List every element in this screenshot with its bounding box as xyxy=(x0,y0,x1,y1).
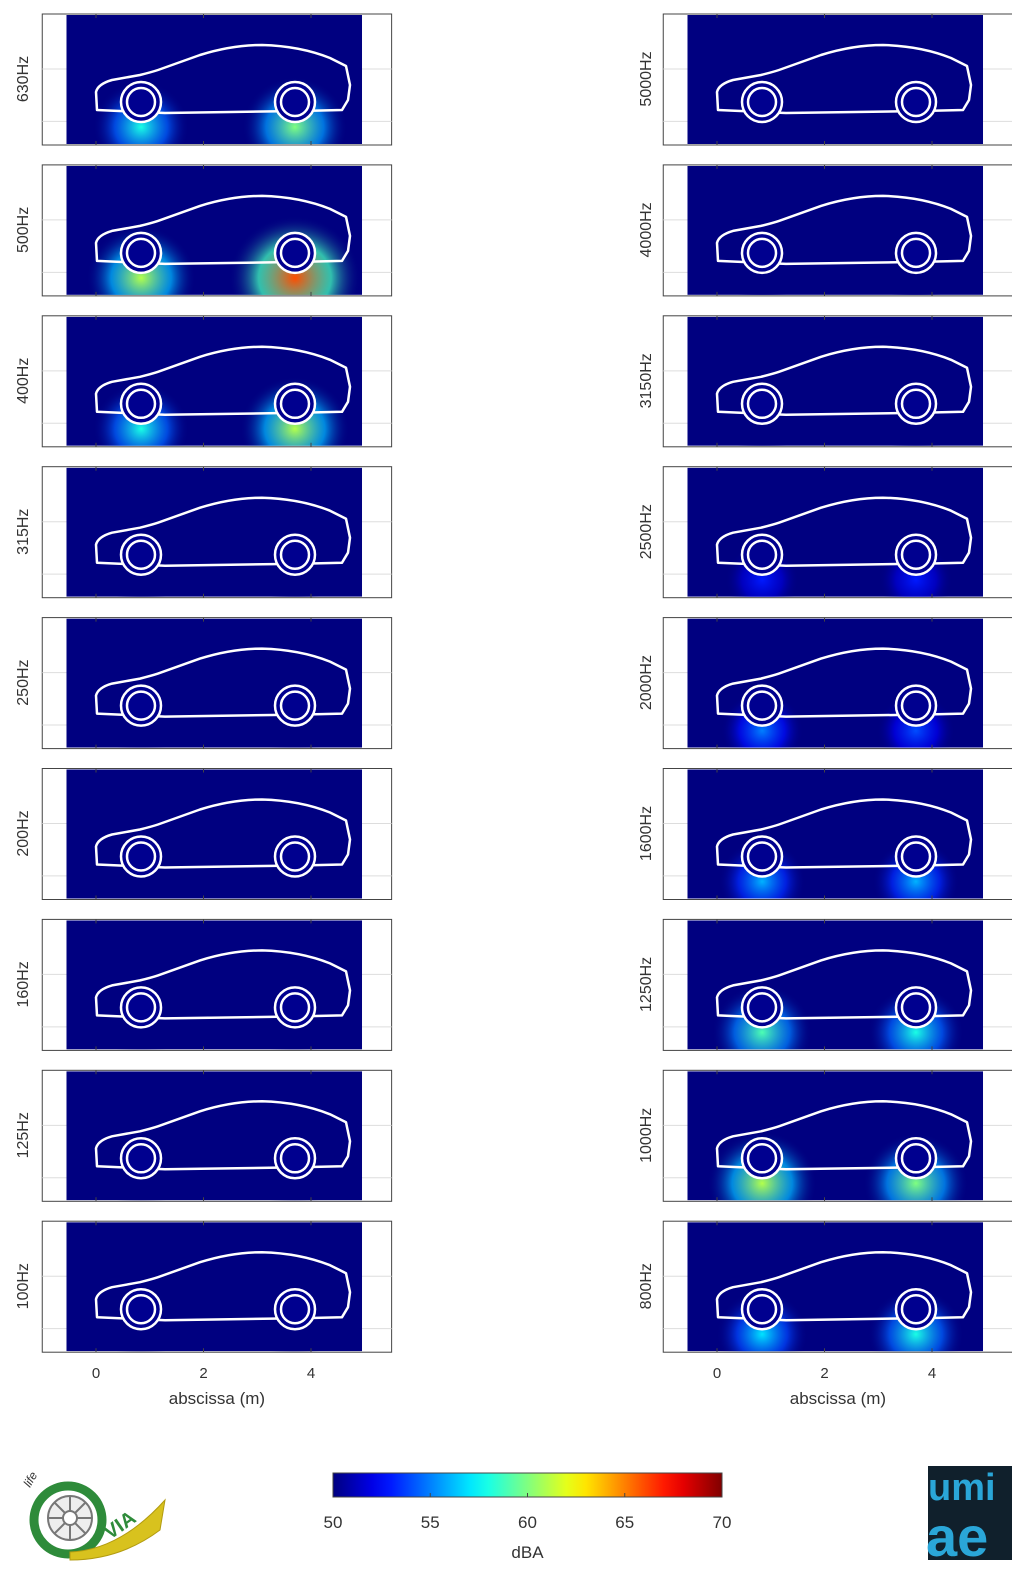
y-axis-label: 500Hz xyxy=(15,207,32,253)
x-tick-label: 2 xyxy=(820,1365,828,1382)
panel: 3150Hz xyxy=(638,315,1012,448)
y-axis-label: 1000Hz xyxy=(638,1108,655,1163)
panel: 5000Hz xyxy=(638,13,1012,146)
panel: 315Hz xyxy=(15,466,393,599)
y-axis-label: 2500Hz xyxy=(638,504,655,559)
x-tick-label: 4 xyxy=(928,1365,936,1382)
y-axis-label: 160Hz xyxy=(15,961,32,1007)
panel: 125Hz xyxy=(15,1069,393,1202)
y-axis-label: 630Hz xyxy=(15,56,32,102)
x-axis-label: abscissa (m) xyxy=(169,1389,265,1408)
y-axis-label: 1600Hz xyxy=(638,806,655,861)
panel: 0 2 4 800Hz abscissa (m) xyxy=(638,1220,1012,1408)
y-axis-label: 3150Hz xyxy=(638,353,655,408)
panel: 200Hz xyxy=(15,768,393,900)
panel: 1250Hz xyxy=(638,918,1012,1051)
heatmap xyxy=(66,316,363,446)
y-axis-label: 800Hz xyxy=(638,1263,655,1309)
heatmap xyxy=(66,769,363,899)
logo-text: ae xyxy=(926,1505,988,1565)
heatmap xyxy=(66,618,363,748)
y-axis-label: 125Hz xyxy=(15,1112,32,1158)
heatmap xyxy=(66,1222,363,1352)
y-axis-label: 1250Hz xyxy=(638,957,655,1012)
x-tick-label: 0 xyxy=(92,1365,100,1382)
y-axis-label: 315Hz xyxy=(15,509,32,555)
colorbar-tick-label: 55 xyxy=(421,1513,440,1532)
heatmap xyxy=(687,165,984,295)
colorbar-tick-label: 50 xyxy=(324,1513,343,1532)
y-axis-label: 100Hz xyxy=(15,1263,32,1309)
y-axis-label: 4000Hz xyxy=(638,202,655,257)
panel: 2500Hz xyxy=(638,466,1012,599)
panel: 500Hz xyxy=(15,164,393,297)
panel: 1600Hz xyxy=(638,768,1012,900)
panel: 160Hz xyxy=(15,918,393,1051)
y-axis-label: 5000Hz xyxy=(638,51,655,106)
panel: 630Hz xyxy=(15,13,393,146)
colorbar-tick-label: 70 xyxy=(713,1513,732,1532)
heatmap xyxy=(687,1071,984,1201)
heatmap xyxy=(66,165,363,295)
panel: 0 2 4 100Hz abscissa (m) xyxy=(15,1220,393,1408)
logo-text: umi xyxy=(928,1467,996,1509)
logo-text: life xyxy=(20,1469,40,1490)
colorbar-tick-label: 65 xyxy=(615,1513,634,1532)
x-tick-label: 4 xyxy=(307,1365,315,1382)
panel: 250Hz xyxy=(15,617,393,750)
y-axis-label: 250Hz xyxy=(15,659,32,705)
x-tick-label: 0 xyxy=(713,1365,721,1382)
panel: 1000Hz xyxy=(638,1069,1012,1202)
y-axis-label: 400Hz xyxy=(15,358,32,404)
left-logo: life VIA xyxy=(20,1469,166,1561)
y-axis-label: 200Hz xyxy=(15,810,32,856)
panel: 4000Hz xyxy=(638,164,1012,297)
heatmap xyxy=(66,920,363,1050)
colorbar: 50 55 60 65 70 dBA xyxy=(324,1472,732,1562)
y-axis-label: 2000Hz xyxy=(638,655,655,710)
heatmap xyxy=(687,1222,984,1352)
right-logo: umi ae xyxy=(926,1466,1012,1568)
x-tick-label: 2 xyxy=(199,1365,207,1382)
colorbar-tick-label: 60 xyxy=(518,1513,537,1532)
panels: 630Hz 500Hz 400Hz 315Hz 250Hz 200Hz 160Hz 125Hz… xyxy=(15,13,1012,1408)
panel: 2000Hz xyxy=(638,617,1012,750)
heatmap xyxy=(687,920,984,1050)
heatmap xyxy=(66,467,363,597)
x-axis-label: abscissa (m) xyxy=(790,1389,886,1408)
colorbar-label: dBA xyxy=(511,1543,544,1562)
heatmap xyxy=(687,769,984,899)
heatmap xyxy=(687,316,984,446)
heatmap xyxy=(687,467,984,597)
heatmap xyxy=(66,1071,363,1201)
heatmap xyxy=(66,15,363,144)
panel: 400Hz xyxy=(15,315,393,448)
heatmap xyxy=(687,15,984,144)
